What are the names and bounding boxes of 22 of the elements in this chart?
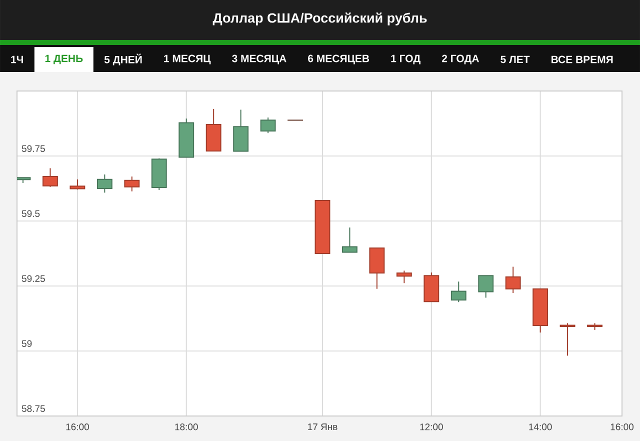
x-tick-label: 16:00: [66, 424, 89, 430]
x-tick-label: 12:00: [420, 424, 443, 430]
y-tick-label: 59: [22, 340, 32, 347]
y-tick-label: 59.75: [22, 145, 45, 152]
text: 2 ГОДА: [442, 54, 479, 64]
text: 1 ГОД: [391, 54, 420, 64]
text: 5 ЛЕТ: [500, 56, 530, 64]
x-tick-label: 18:00: [175, 424, 198, 430]
y-tick-label: 59.5: [22, 210, 40, 217]
text: ВСЕ ВРЕМЯ: [552, 56, 613, 64]
text: 5 ДНЕЙ: [104, 54, 142, 66]
text: 6 МЕСЯЦЕВ: [308, 54, 370, 64]
x-tick-label: 17 Янв: [308, 424, 338, 430]
text: 1 МЕСЯЦ: [164, 54, 211, 64]
y-tick-label: 59.25: [22, 275, 45, 282]
x-tick-label: 14:00: [529, 424, 552, 430]
chart-title: Доллар США/Российский рубль: [212, 12, 427, 26]
text: 1 ДЕНЬ: [45, 54, 83, 64]
y-tick-label: 58.75: [22, 405, 45, 412]
text: 3 МЕСЯЦА: [232, 54, 286, 64]
x-tick-label: 16:00: [610, 424, 634, 430]
text: 1Ч: [11, 56, 24, 64]
